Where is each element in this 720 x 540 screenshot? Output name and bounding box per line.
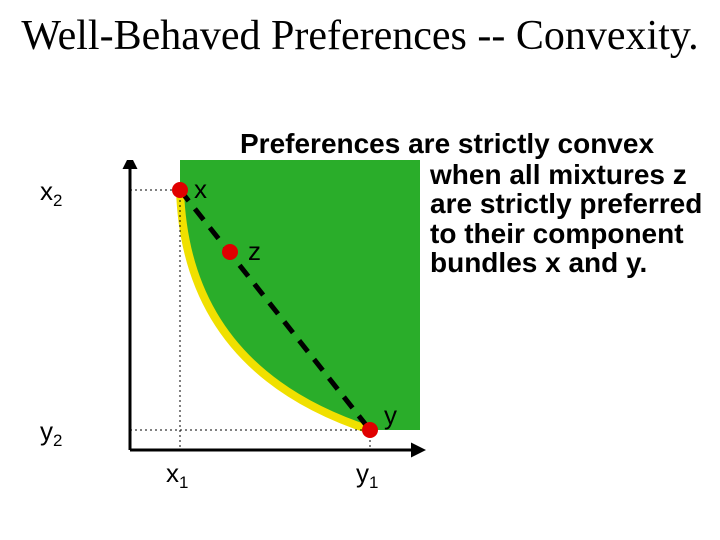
chart: x2 y2 x1 y1 x z y — [100, 160, 440, 490]
slide: Well-Behaved Preferences -- Convexity. P… — [0, 0, 720, 540]
axis-label-x1: x1 — [166, 458, 188, 493]
subtitle-right: when all mixtures z are strictly preferr… — [430, 160, 720, 278]
subtitle-upper: Preferences are strictly convex — [240, 128, 654, 160]
point-label-y: y — [384, 400, 397, 431]
slide-title: Well-Behaved Preferences -- Convexity. — [0, 12, 720, 60]
chart-svg — [100, 160, 440, 490]
axis-label-x2: x2 — [40, 176, 62, 211]
point-label-x: x — [194, 174, 207, 205]
axis-label-y2: y2 — [40, 416, 62, 451]
axis-label-y1: y1 — [356, 458, 378, 493]
point-label-z: z — [248, 236, 261, 267]
